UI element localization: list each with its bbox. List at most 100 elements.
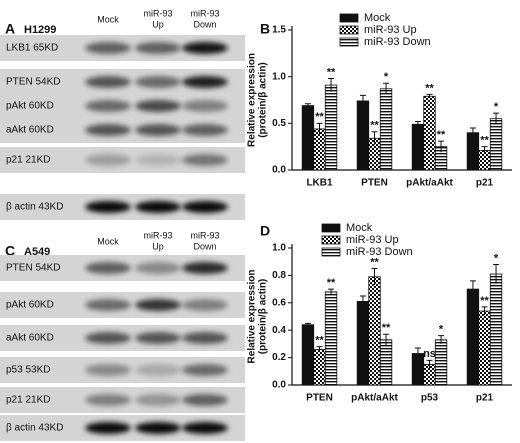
row-label: aAkt 60KD: [6, 125, 54, 136]
panel-letter: D: [260, 223, 270, 239]
lane-label: Down: [193, 241, 216, 251]
row-label: aAkt 60KD: [6, 333, 54, 344]
blot-band: [135, 154, 181, 166]
bar: [301, 105, 315, 171]
error-bar: [328, 78, 335, 92]
error-bar: [316, 346, 323, 353]
bar: [489, 118, 503, 171]
blot-band: [85, 42, 131, 54]
blot-band: [135, 364, 181, 376]
significance: **: [480, 135, 489, 147]
significance: **: [315, 111, 324, 123]
blot-band: [135, 100, 181, 112]
error-bar: [414, 120, 421, 128]
blot-band: [182, 42, 228, 54]
bar: [301, 324, 315, 386]
panel-letter: C: [5, 243, 15, 259]
blot-band: [135, 299, 181, 311]
error-bar: [383, 82, 390, 95]
blot-band: [85, 262, 131, 274]
x-tick-label: pAkt/aAkt: [406, 178, 453, 189]
panel-letter: A: [5, 21, 15, 37]
error-bar: [469, 280, 476, 298]
legend-label: miR-93 Down: [346, 246, 413, 258]
bar: [411, 123, 425, 171]
bar: [356, 100, 370, 171]
blot-band: [182, 332, 228, 344]
blot-band: [135, 332, 181, 344]
blot-band: [85, 100, 131, 112]
blot-band: [85, 154, 131, 166]
legend-label: miR-93 Up: [364, 24, 417, 36]
error-bar: [438, 140, 445, 153]
blot-band: [182, 262, 228, 274]
y-tick-label: 1.0: [272, 71, 286, 82]
x-tick-label: PTEN: [306, 393, 333, 404]
bar: [368, 276, 381, 386]
blot-band: [135, 201, 181, 213]
blot-band: [85, 76, 131, 88]
error-bar: [304, 322, 311, 327]
blot-band: [85, 201, 131, 213]
cell-line: A549: [24, 246, 50, 258]
error-bar: [316, 122, 323, 135]
x-tick-label: p21: [476, 393, 494, 404]
blot-band: [182, 201, 228, 213]
x-tick-label: p21: [476, 178, 494, 189]
significance: **: [425, 82, 434, 94]
error-bar: [493, 263, 500, 284]
error-bar: [426, 93, 433, 99]
y-axis-label: Relative expression: [247, 270, 258, 364]
row-label: p53 53KD: [6, 365, 50, 376]
lane-label: Up: [152, 241, 164, 251]
blot-band: [182, 124, 228, 136]
blot-band: [135, 42, 181, 54]
lane-label: Up: [152, 19, 164, 29]
blot-band: [85, 422, 131, 434]
y-tick-label: 0.4: [272, 325, 286, 336]
significance: *: [494, 101, 499, 113]
blot-band: [85, 332, 131, 344]
error-bar: [469, 127, 476, 138]
row-label: p21 21KD: [6, 395, 50, 406]
blot-band: [135, 124, 181, 136]
error-bar: [371, 268, 378, 285]
bar: [489, 273, 503, 386]
blot-band: [182, 364, 228, 376]
bar: [324, 84, 338, 171]
legend-swatch: [321, 223, 341, 233]
lane-label: Mock: [97, 236, 119, 246]
row-label: β actin 43KD: [6, 202, 63, 213]
y-tick-label: 1.0: [272, 243, 286, 254]
y-axis-label: Relative expression: [247, 53, 258, 147]
error-bar: [328, 288, 335, 295]
y-tick-label: 0.8: [272, 270, 286, 281]
blot-band: [182, 299, 228, 311]
significance: *: [384, 71, 389, 83]
legend-swatch: [339, 13, 359, 23]
significance: **: [327, 66, 336, 78]
blot-band: [135, 76, 181, 88]
significance: **: [370, 120, 379, 132]
legend-label: Mock: [346, 222, 373, 234]
row-label: pAkt 60KD: [6, 101, 54, 112]
bar: [466, 132, 480, 171]
lane-label: Down: [193, 19, 216, 29]
lane-label: miR-93: [143, 230, 172, 240]
significance: **: [370, 256, 379, 268]
bar: [313, 128, 326, 171]
bar: [466, 288, 480, 386]
blot-band: [135, 262, 181, 274]
error-bar: [414, 347, 421, 359]
legend-label: miR-93 Down: [364, 36, 431, 48]
blot-band: [85, 364, 131, 376]
error-bar: [371, 131, 378, 145]
bar: [356, 301, 370, 386]
y-axis-label: (protein/β actin): [258, 279, 269, 355]
lane-label: Mock: [97, 14, 119, 24]
error-bar: [426, 359, 433, 369]
y-tick-label: 0.0: [272, 380, 286, 391]
y-tick-label: 0.5: [272, 118, 286, 129]
bar: [478, 310, 491, 386]
significance: **: [382, 322, 391, 334]
